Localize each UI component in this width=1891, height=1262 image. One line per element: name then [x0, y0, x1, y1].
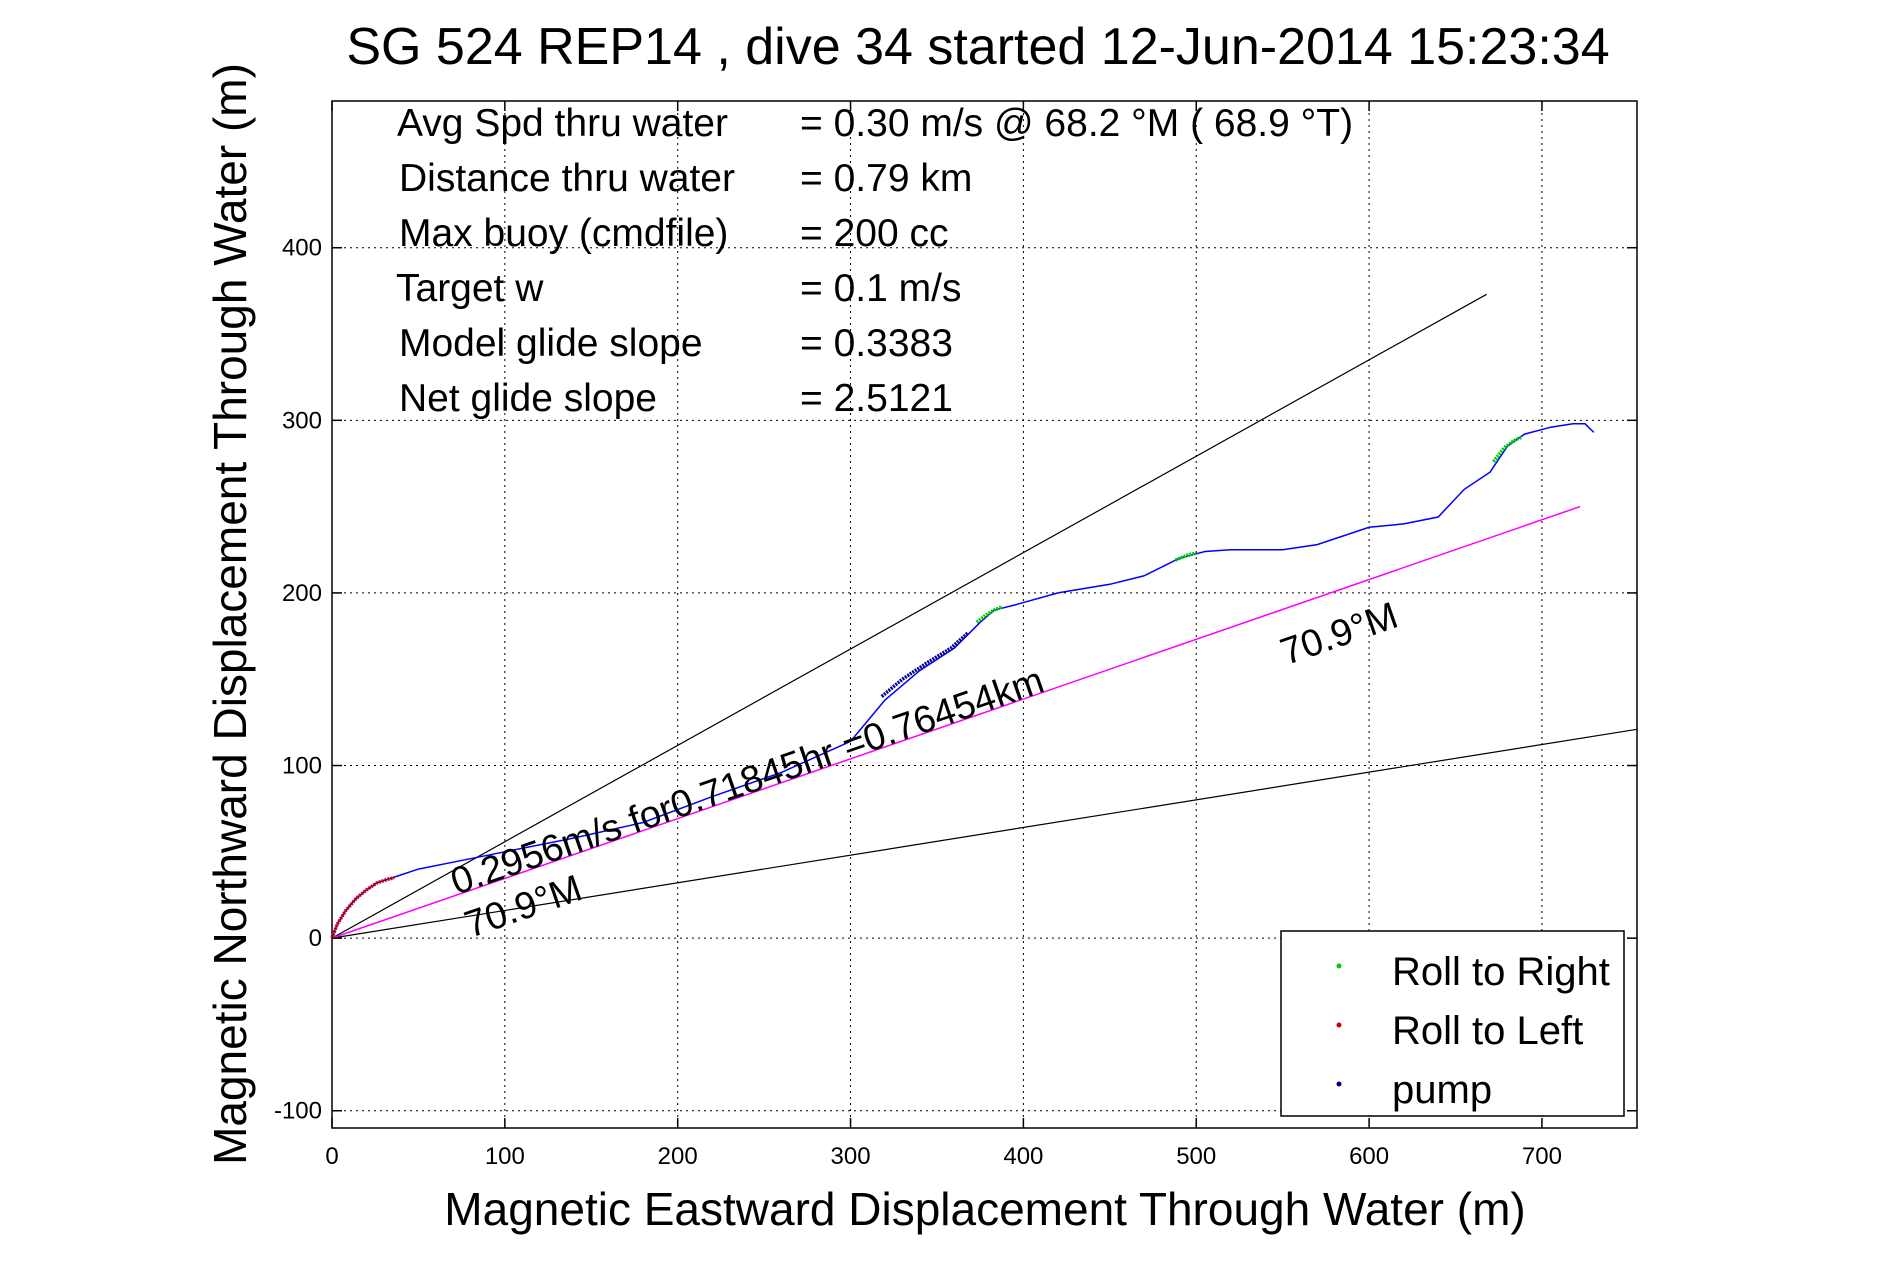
y-tick-label: -100	[274, 1098, 322, 1125]
y-tick-label: 100	[282, 753, 322, 780]
heading-line	[331, 505, 1581, 939]
y-tick-label: 300	[282, 407, 322, 434]
x-axis-ticks: 0 100 200 300 400 500 600 700	[325, 101, 1562, 1170]
y-tick-label: 0	[309, 925, 322, 952]
stat-label: Max buoy (cmdfile)	[399, 212, 728, 255]
roll-right-segment	[975, 605, 1004, 624]
y-axis-label: Magnetic Northward Displacement Through …	[204, 63, 256, 1165]
roll-left-segment	[330, 876, 395, 939]
x-tick-label: 600	[1349, 1143, 1389, 1170]
roll-right-segment	[1174, 551, 1197, 562]
reference-line	[331, 728, 1638, 939]
stat-value: = 0.30 m/s @ 68.2 °M ( 68.9 °T)	[800, 102, 1353, 145]
legend: Roll to Right Roll to Left pump	[1280, 930, 1625, 1117]
x-tick-label: 200	[658, 1143, 698, 1170]
reference-line	[331, 293, 1487, 939]
stat-value: = 0.3383	[800, 322, 953, 365]
legend-label: pump	[1392, 1068, 1492, 1112]
x-tick-label: 700	[1522, 1143, 1562, 1170]
stat-label: Distance thru water	[399, 157, 735, 200]
y-tick-label: 200	[282, 580, 322, 607]
stat-value: = 2.5121	[800, 377, 953, 420]
x-tick-label: 300	[831, 1143, 871, 1170]
legend-marker-roll-right	[1336, 963, 1342, 969]
x-axis-label: Magnetic Eastward Displacement Through W…	[444, 1183, 1525, 1235]
reference-lines	[331, 293, 1638, 939]
stats-block: Avg Spd thru water = 0.30 m/s @ 68.2 °M …	[396, 102, 1353, 420]
stat-value: = 0.79 km	[800, 157, 972, 200]
x-tick-label: 500	[1176, 1143, 1216, 1170]
chart-title: SG 524 REP14 , dive 34 started 12-Jun-20…	[346, 18, 1609, 76]
x-tick-label: 0	[325, 1143, 338, 1170]
plot-area-frame	[331, 100, 1638, 1129]
legend-marker-roll-left	[1336, 1022, 1342, 1028]
stat-value: = 0.1 m/s	[800, 267, 961, 310]
y-axis-ticks: -100 0 100 200 300 400	[274, 235, 1637, 1125]
legend-label: Roll to Left	[1392, 1009, 1583, 1053]
y-tick-label: 400	[282, 235, 322, 262]
roll-right-segment	[1492, 435, 1522, 463]
stat-label: Avg Spd thru water	[397, 102, 728, 145]
x-tick-label: 400	[1003, 1143, 1043, 1170]
heading-line-group	[331, 505, 1581, 939]
event-markers	[330, 435, 1522, 939]
stat-label: Model glide slope	[399, 322, 703, 365]
x-tick-label: 100	[485, 1143, 525, 1170]
stat-label: Net glide slope	[399, 377, 657, 420]
stat-label: Target w	[396, 267, 544, 310]
legend-label: Roll to Right	[1392, 950, 1610, 994]
stat-value: = 200 cc	[800, 212, 949, 255]
legend-marker-pump	[1336, 1081, 1342, 1087]
pump-segment	[880, 631, 970, 698]
